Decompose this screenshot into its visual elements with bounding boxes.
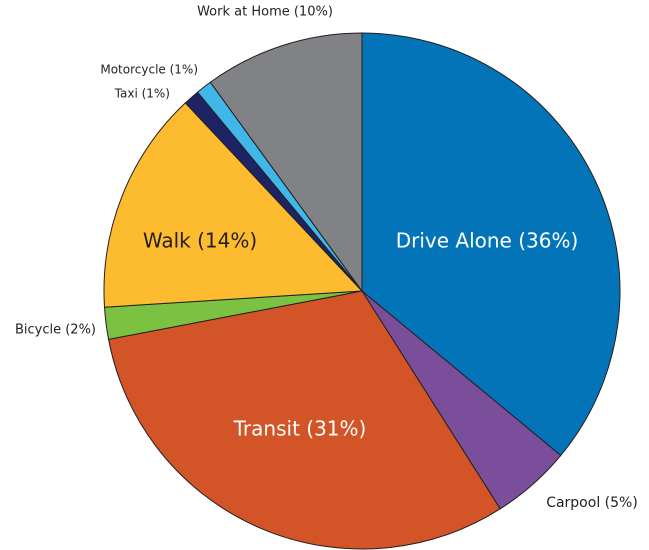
slice-label: Drive Alone (36%) (396, 229, 579, 253)
slice-label: Carpool (5%) (546, 495, 638, 511)
slice-label: Transit (31%) (233, 417, 367, 441)
pie-slice (361, 32, 621, 457)
pie-slice (103, 102, 364, 308)
slice-label: Motorcycle (1%) (100, 63, 198, 77)
slice-label: Bicycle (2%) (15, 323, 96, 338)
slice-label: Taxi (1%) (114, 87, 170, 101)
pie-slice (209, 32, 363, 293)
slice-label: Work at Home (10%) (197, 5, 333, 20)
slice-label: Walk (14%) (143, 229, 257, 253)
pie-slice (107, 290, 501, 550)
